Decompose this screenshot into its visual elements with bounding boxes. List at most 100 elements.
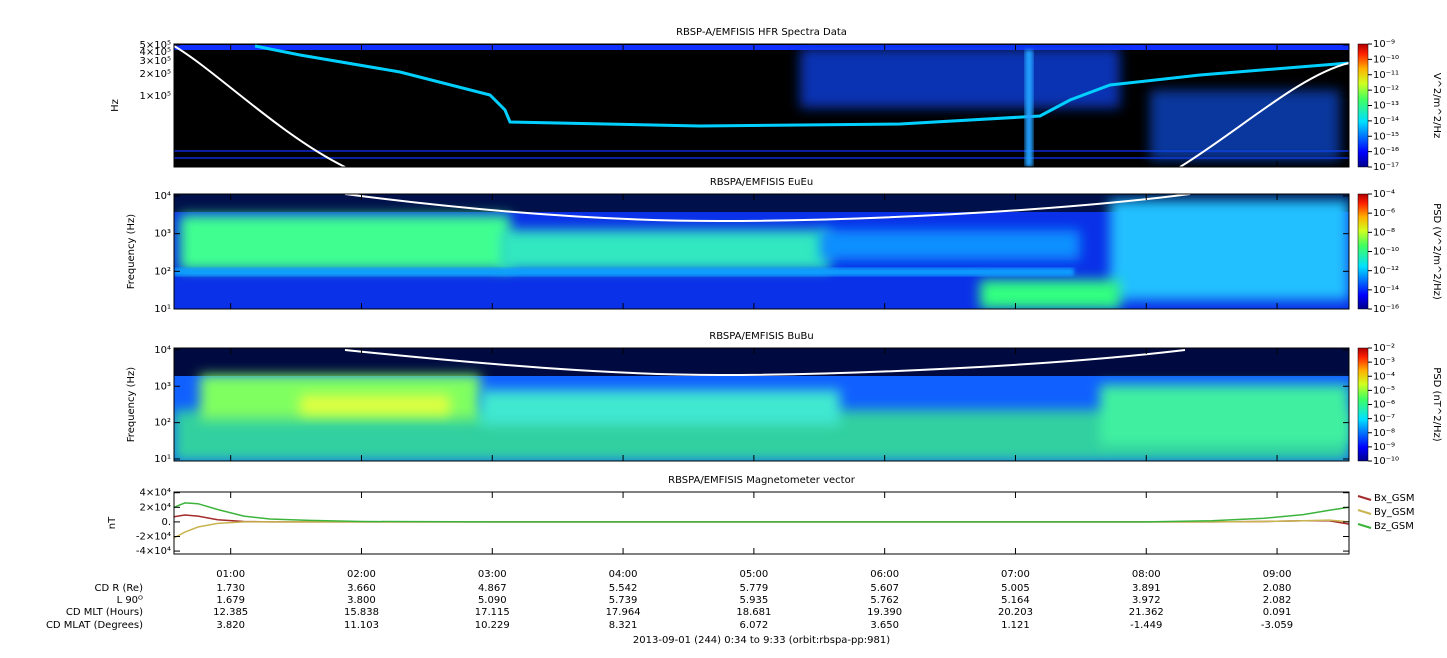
- data-line: [173, 502, 1350, 523]
- ephemeris-value: 1.679: [216, 595, 245, 606]
- colorbar-tick-label: 10⁻¹⁰: [1373, 247, 1399, 258]
- colorbar-tick-label: 10⁻³: [1373, 357, 1395, 368]
- colorbar-tick-label: 10⁻¹⁶: [1373, 304, 1399, 315]
- ephemeris-value: 18.681: [736, 607, 771, 618]
- panel-frame: [173, 347, 1350, 462]
- y-tick-label: 10¹: [154, 304, 171, 315]
- y-tick-label: 10⁴: [154, 191, 171, 202]
- colorbar-tick-label: 10⁻¹⁰: [1373, 456, 1399, 467]
- ephemeris-value: 5.005: [1001, 583, 1030, 594]
- colorbar-tick-label: 10⁻⁷: [1373, 414, 1395, 425]
- y-tick-label: 10¹: [154, 454, 171, 465]
- y-tick-label: 2×10⁵: [140, 69, 171, 80]
- y-tick-label: 10²: [154, 266, 171, 277]
- ephemeris-value: 3.660: [347, 583, 376, 594]
- footer: 2013-09-01 (244) 0:34 to 9:33 (orbit:rbs…: [633, 635, 890, 646]
- colorbar-tick-label: 10⁻²: [1373, 343, 1395, 354]
- y-axis-label: nT: [107, 516, 118, 529]
- x-tick-label: 03:00: [478, 569, 507, 580]
- ephemeris-value: 1.121: [1001, 620, 1030, 631]
- x-tick-label: 06:00: [870, 569, 899, 580]
- ephemeris-value: 3.972: [1132, 595, 1161, 606]
- colorbar-tick-label: 10⁻¹²: [1373, 266, 1399, 277]
- ephemeris-value: 5.779: [740, 583, 769, 594]
- y-axis-label: Frequency (Hz): [126, 367, 137, 443]
- ephemeris-value: 5.090: [478, 595, 507, 606]
- ephemeris-value: 3.820: [216, 620, 245, 631]
- legend-label: Bz_GSM: [1374, 521, 1414, 532]
- ephemeris-value: 17.115: [475, 607, 510, 618]
- ephemeris-value: 3.800: [347, 595, 376, 606]
- ephemeris-value: 12.385: [213, 607, 248, 618]
- ephemeris-value: 4.867: [478, 583, 507, 594]
- colorbar-tick-label: 10⁻⁶: [1373, 208, 1395, 219]
- colorbar-label: PSD (V^2/m^2/Hz): [1431, 203, 1442, 300]
- panel-title: RBSPA/EMFISIS Magnetometer vector: [668, 475, 856, 486]
- x-tick-label: 02:00: [347, 569, 376, 580]
- ephemeris-value: 5.607: [870, 583, 899, 594]
- ephemeris-value: 5.164: [1001, 595, 1030, 606]
- ephemeris-value: 15.838: [344, 607, 379, 618]
- y-tick-label: 10³: [154, 229, 171, 240]
- y-tick-label: -2×10⁴: [136, 531, 171, 542]
- ephemeris-value: 3.891: [1132, 583, 1161, 594]
- colorbar-tick-label: 10⁻¹⁷: [1373, 162, 1399, 173]
- colorbar: [1357, 347, 1369, 462]
- colorbar-tick-label: 10⁻¹²: [1373, 85, 1399, 96]
- ephemeris-value: 19.390: [867, 607, 902, 618]
- colorbar-tick-label: 10⁻¹⁴: [1373, 116, 1399, 127]
- colorbar-tick-label: 10⁻⁸: [1373, 428, 1395, 439]
- colorbar-tick-label: 10⁻⁵: [1373, 385, 1395, 396]
- y-tick-label: 10⁴: [154, 345, 171, 356]
- ephemeris-label: CD MLT (Hours): [66, 607, 143, 618]
- ephemeris-value: 5.762: [870, 595, 899, 606]
- x-tick-label: 01:00: [216, 569, 245, 580]
- x-tick-label: 07:00: [1001, 569, 1030, 580]
- y-tick-label: -4×10⁴: [136, 546, 171, 557]
- ephemeris-value: -1.449: [1130, 620, 1162, 631]
- panel-title: RBSPA/EMFISIS BuBu: [709, 331, 813, 342]
- ephemeris-value: -3.059: [1261, 620, 1293, 631]
- x-tick-label: 05:00: [739, 569, 768, 580]
- colorbar-tick-label: 10⁻¹⁶: [1373, 147, 1399, 158]
- ephemeris-value: 8.321: [609, 620, 638, 631]
- y-axis-label: Hz: [110, 99, 121, 112]
- spectrogram-image: [174, 44, 1349, 167]
- ephemeris-value: 21.362: [1129, 607, 1164, 618]
- y-tick-label: 4×10⁵: [140, 47, 171, 58]
- y-tick-label: 5×10⁵: [140, 40, 171, 51]
- legend-swatch: [1357, 523, 1372, 529]
- x-tick-label: 09:00: [1263, 569, 1292, 580]
- colorbar-tick-label: 10⁻¹⁴: [1373, 285, 1399, 296]
- spectrogram-image: [174, 194, 1349, 309]
- ephemeris-value: 20.203: [998, 607, 1033, 618]
- ephemeris-value: 1.730: [216, 583, 245, 594]
- ephemeris-value: 17.964: [606, 607, 641, 618]
- spectrogram-image: [174, 348, 1349, 461]
- panel-frame: [173, 193, 1350, 310]
- colorbar-tick-label: 10⁻⁶: [1373, 400, 1395, 411]
- ephemeris-value: 6.072: [740, 620, 769, 631]
- y-tick-label: 10²: [154, 418, 171, 429]
- x-tick-label: 08:00: [1132, 569, 1161, 580]
- y-axis-label: Frequency (Hz): [126, 214, 137, 290]
- y-tick-label: 1×10⁵: [140, 91, 171, 102]
- data-line: [173, 514, 1350, 525]
- x-tick-label: 04:00: [609, 569, 638, 580]
- y-tick-label: 3×10⁵: [140, 56, 171, 67]
- ephemeris-value: 2.082: [1263, 595, 1292, 606]
- panel-title: RBSP-A/EMFISIS HFR Spectra Data: [676, 27, 847, 38]
- y-tick-label: 4×10⁴: [140, 488, 171, 499]
- colorbar-tick-label: 10⁻⁹: [1373, 442, 1395, 453]
- y-tick-label: 2×10⁴: [140, 502, 171, 513]
- legend-label: By_GSM: [1374, 507, 1415, 518]
- panel-title: RBSPA/EMFISIS EuEu: [710, 177, 813, 188]
- colorbar: [1357, 193, 1369, 310]
- colorbar-tick-label: 10⁻⁹: [1373, 39, 1395, 50]
- colorbar-tick-label: 10⁻¹⁵: [1373, 131, 1399, 142]
- colorbar-tick-label: 10⁻⁴: [1373, 189, 1395, 200]
- ephemeris-label: L 90ᴼ: [117, 595, 143, 606]
- ephemeris-value: 10.229: [475, 620, 510, 631]
- ephemeris-value: 2.080: [1263, 583, 1292, 594]
